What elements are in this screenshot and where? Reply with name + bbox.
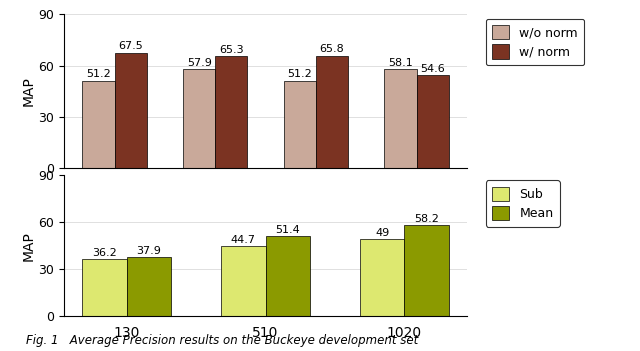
- Bar: [221, 246, 266, 316]
- Bar: [215, 57, 248, 168]
- Bar: [284, 81, 316, 168]
- Text: 54.6: 54.6: [420, 64, 445, 74]
- Text: Fig. 1   Average Precision results on the Buckeye development set: Fig. 1 Average Precision results on the …: [26, 335, 418, 347]
- Bar: [183, 69, 215, 168]
- Bar: [316, 55, 348, 168]
- Text: 58.2: 58.2: [414, 214, 439, 224]
- Text: 51.4: 51.4: [275, 225, 300, 234]
- Bar: [115, 53, 147, 168]
- Text: 36.2: 36.2: [92, 249, 117, 258]
- Bar: [360, 239, 404, 316]
- Text: 67.5: 67.5: [118, 41, 143, 52]
- Bar: [266, 236, 310, 316]
- Text: 58.1: 58.1: [388, 58, 413, 68]
- Bar: [83, 81, 115, 168]
- Text: 44.7: 44.7: [231, 235, 256, 245]
- Bar: [417, 75, 449, 168]
- Bar: [83, 259, 127, 316]
- Y-axis label: MAP: MAP: [22, 76, 36, 106]
- Text: 51.2: 51.2: [287, 69, 312, 79]
- Text: 49: 49: [375, 229, 389, 238]
- Text: 57.9: 57.9: [187, 58, 212, 68]
- Y-axis label: MAP: MAP: [22, 231, 36, 261]
- Bar: [127, 257, 171, 316]
- Text: 65.3: 65.3: [219, 45, 244, 55]
- Legend: Sub, Mean: Sub, Mean: [486, 180, 559, 227]
- Bar: [404, 225, 449, 316]
- Text: 37.9: 37.9: [136, 246, 161, 256]
- Text: 65.8: 65.8: [320, 44, 344, 54]
- Text: 51.2: 51.2: [86, 69, 111, 79]
- Legend: w/o norm, w/ norm: w/o norm, w/ norm: [486, 19, 584, 65]
- Bar: [385, 69, 417, 168]
